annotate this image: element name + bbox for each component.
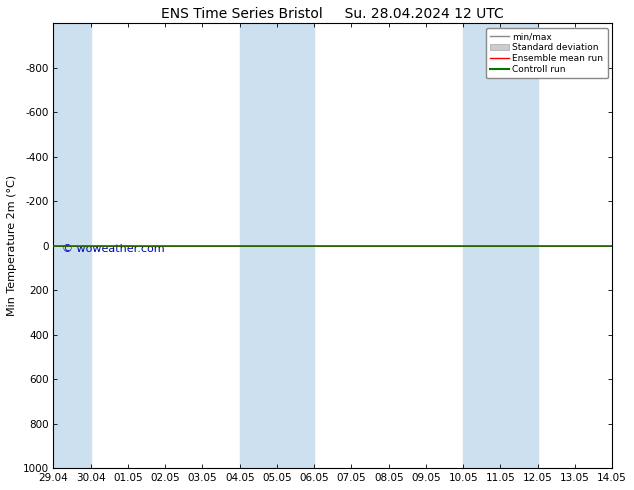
Bar — [53, 24, 91, 468]
Text: © woweather.com: © woweather.com — [62, 244, 164, 254]
Legend: min/max, Standard deviation, Ensemble mean run, Controll run: min/max, Standard deviation, Ensemble me… — [486, 28, 607, 78]
Title: ENS Time Series Bristol     Su. 28.04.2024 12 UTC: ENS Time Series Bristol Su. 28.04.2024 1… — [162, 7, 504, 21]
Bar — [463, 24, 500, 468]
Y-axis label: Min Temperature 2m (°C): Min Temperature 2m (°C) — [7, 175, 17, 317]
Bar — [500, 24, 538, 468]
Bar — [277, 24, 314, 468]
Bar — [240, 24, 277, 468]
